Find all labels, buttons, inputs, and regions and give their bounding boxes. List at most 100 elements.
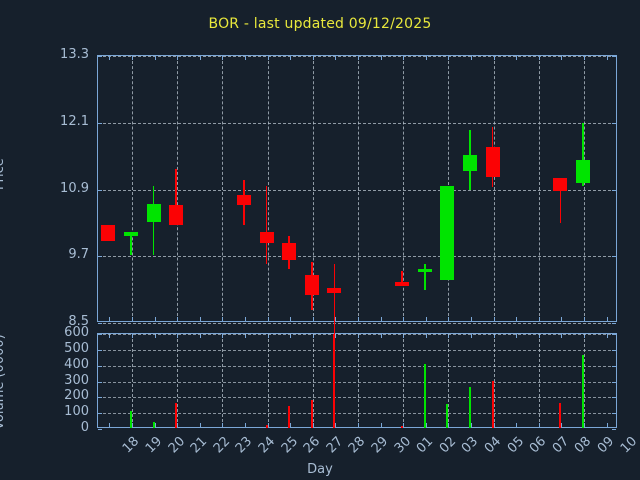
candle-body <box>236 195 251 206</box>
price-gridline-vertical <box>267 56 269 321</box>
x-tick-label: 10 <box>617 434 640 457</box>
volume-bar <box>129 410 132 428</box>
volume-gridline-vertical <box>403 334 405 427</box>
price-x-tick-top <box>154 56 156 60</box>
price-y-tick-right <box>612 56 616 57</box>
candle-body <box>123 231 138 236</box>
volume-x-tick <box>131 423 133 427</box>
volume-x-tick-top <box>358 334 359 338</box>
price-y-tick <box>98 122 102 124</box>
volume-x-tick-top <box>335 334 337 338</box>
price-x-tick <box>516 317 518 321</box>
candle-wick <box>130 235 132 256</box>
volume-y-tick-right <box>612 381 616 383</box>
candle-body <box>259 231 274 243</box>
price-x-tick-top <box>244 56 246 60</box>
volume-bar <box>582 355 585 428</box>
volume-axis-title: Volume (0000) <box>0 334 7 430</box>
volume-x-tick <box>606 423 608 427</box>
volume-y-tick <box>98 349 102 351</box>
price-y-tick-label: 12.1 <box>60 113 89 129</box>
x-tick-label: 24 <box>255 434 279 457</box>
volume-gridline-vertical <box>131 334 133 427</box>
price-gridline-vertical <box>177 56 179 321</box>
chart-title: BOR - last updated 09/12/2025 <box>208 16 432 32</box>
price-gridline <box>98 122 616 124</box>
volume-bar <box>559 403 562 428</box>
volume-gridline-vertical <box>177 334 179 427</box>
price-y-tick-label: 8.5 <box>68 314 89 329</box>
volume-x-tick-top <box>222 334 224 338</box>
candle-body <box>417 269 432 273</box>
price-x-tick-top <box>335 56 337 60</box>
x-tick-label: 20 <box>165 434 188 457</box>
candle-body <box>485 146 500 178</box>
volume-y-tick-label: 200 <box>64 388 89 404</box>
price-y-tick <box>98 189 102 191</box>
price-x-tick <box>222 317 224 321</box>
x-tick-label: 06 <box>527 434 550 457</box>
volume-x-tick <box>561 423 563 427</box>
volume-y-tick-right <box>612 349 616 351</box>
price-x-tick <box>154 317 156 321</box>
candle-wick <box>401 270 403 285</box>
volume-x-tick <box>199 423 201 427</box>
volume-bar <box>265 424 268 428</box>
volume-x-tick-top <box>154 334 156 338</box>
volume-gridline-vertical <box>538 334 540 427</box>
volume-gridline-vertical <box>493 334 495 427</box>
price-x-tick <box>471 317 473 321</box>
x-tick-label: 04 <box>481 434 505 457</box>
volume-x-tick <box>312 423 314 427</box>
volume-y-tick-right <box>612 334 616 335</box>
volume-x-tick-top <box>471 334 473 338</box>
price-x-tick <box>448 317 450 321</box>
price-gridline <box>98 256 616 258</box>
x-tick-label: 01 <box>414 434 437 457</box>
volume-y-tick <box>98 413 102 415</box>
volume-x-tick <box>471 423 473 427</box>
price-x-tick <box>561 317 563 321</box>
volume-y-tick <box>98 381 102 383</box>
volume-y-tick-label: 100 <box>64 404 89 420</box>
volume-y-tick-right <box>612 365 616 367</box>
price-x-tick <box>312 317 314 321</box>
volume-gridline-vertical <box>584 334 586 427</box>
price-x-tick-top <box>516 56 518 60</box>
candle-body <box>327 287 342 294</box>
candle-body <box>440 185 455 281</box>
x-tick-label: 25 <box>278 434 301 457</box>
price-y-tick-right <box>612 256 616 258</box>
volume-y-tick <box>98 334 102 335</box>
volume-x-tick-top <box>425 334 427 338</box>
volume-x-tick-top <box>448 334 450 338</box>
candle-wick <box>175 169 177 225</box>
x-tick-label: 02 <box>436 434 459 457</box>
volume-y-tick-label: 300 <box>64 372 89 388</box>
volume-x-tick <box>222 423 224 427</box>
volume-x-tick-top <box>109 334 111 338</box>
price-axis-title: Price <box>0 158 7 190</box>
price-y-tick <box>98 323 102 324</box>
x-tick-label: 29 <box>368 434 392 457</box>
price-x-tick <box>425 317 427 321</box>
candle-body <box>146 204 161 222</box>
volume-x-tick-top <box>538 334 540 338</box>
candle-wick <box>559 178 562 223</box>
price-x-tick-top <box>471 56 473 60</box>
price-x-tick-top <box>199 56 201 60</box>
volume-x-tick <box>335 423 337 427</box>
price-y-tick-right <box>612 122 616 124</box>
price-x-tick-top <box>561 56 563 60</box>
volume-y-tick-label: 400 <box>64 356 89 372</box>
price-x-tick-top <box>538 56 540 60</box>
x-tick-label: 26 <box>301 434 324 457</box>
volume-x-tick-top <box>199 334 201 338</box>
price-gridline-vertical <box>538 56 540 321</box>
price-x-tick-top <box>267 56 269 60</box>
volume-y-tick <box>98 429 102 430</box>
candle-body <box>463 155 478 171</box>
price-gridline-vertical <box>584 56 586 321</box>
price-x-tick <box>358 317 359 321</box>
